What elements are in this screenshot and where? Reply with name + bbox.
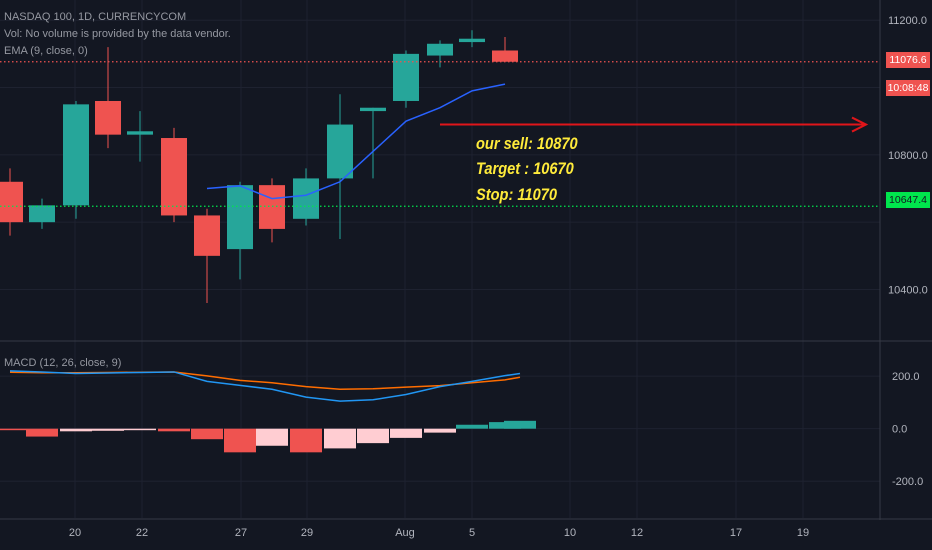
date-tick-label: 10 xyxy=(564,527,576,539)
candle xyxy=(63,100,89,219)
macd-histogram-bar xyxy=(357,428,389,444)
candle-body xyxy=(227,185,253,250)
candle-body xyxy=(293,178,319,219)
candle-body xyxy=(0,181,23,223)
macd-histogram-bar xyxy=(390,428,422,438)
macd-tick-label: -200.0 xyxy=(892,476,923,488)
candle xyxy=(393,50,419,108)
candle xyxy=(427,40,453,68)
candle xyxy=(259,178,285,243)
macd-histogram-bar xyxy=(290,428,322,453)
macd-histogram-bar xyxy=(504,420,536,429)
candle-body xyxy=(127,131,153,135)
date-tick-label: 29 xyxy=(301,527,313,539)
sell-arrow-head xyxy=(851,116,869,133)
date-tick-label: 19 xyxy=(797,527,809,539)
sell-annotation: our sell: 10870 xyxy=(476,134,578,153)
candle xyxy=(327,94,353,240)
candle xyxy=(293,168,319,226)
candle-body xyxy=(63,104,89,206)
candle-body xyxy=(95,100,121,135)
candle-body xyxy=(259,185,285,229)
target-annotation: Target : 10670 xyxy=(476,159,574,178)
price-tick-label: 11200.0 xyxy=(888,15,927,27)
macd-histogram-bar xyxy=(60,428,92,432)
macd-histogram-bar xyxy=(324,428,356,449)
macd-histogram-bar xyxy=(92,428,124,431)
candle-body xyxy=(327,124,353,179)
ema-polyline xyxy=(206,83,506,200)
macd-histogram-bar xyxy=(191,428,223,440)
candle-body xyxy=(492,50,518,62)
volume-note: Vol: No volume is provided by the data v… xyxy=(4,28,231,40)
candle xyxy=(459,30,485,48)
ema-line xyxy=(206,83,506,200)
candle-body xyxy=(427,43,453,56)
candle-body xyxy=(393,53,419,101)
candle xyxy=(492,37,518,62)
macd-legend[interactable]: MACD (12, 26, close, 9) xyxy=(4,357,122,369)
candle xyxy=(0,168,23,236)
candle-body xyxy=(194,215,220,256)
symbol-title[interactable]: NASDAQ 100, 1D, CURRENCYCOM xyxy=(4,11,187,23)
date-tick-label: Aug xyxy=(395,527,415,539)
date-tick-label: 20 xyxy=(69,527,81,539)
macd-histogram-bar xyxy=(0,428,26,431)
macd-histogram-bar xyxy=(424,428,456,433)
candle xyxy=(127,111,153,162)
candle xyxy=(29,198,55,229)
candle xyxy=(95,47,121,149)
date-tick-label: 5 xyxy=(469,527,475,539)
candle-body xyxy=(29,205,55,223)
macd-tick-label: 0.0 xyxy=(892,424,907,436)
macd-histogram-bar xyxy=(224,428,256,453)
candle-body xyxy=(161,138,187,216)
macd-pane xyxy=(0,370,536,453)
macd-histogram-bar xyxy=(26,428,58,437)
date-tick-label: 27 xyxy=(235,527,247,539)
date-tick-label: 12 xyxy=(631,527,643,539)
macd-histogram-bar xyxy=(124,428,156,431)
date-tick-label: 17 xyxy=(730,527,742,539)
ema-legend[interactable]: EMA (9, close, 0) xyxy=(4,45,88,57)
green-level-tag: 10647.4 xyxy=(886,192,930,208)
candles xyxy=(0,30,518,303)
price-tick-label: 10400.0 xyxy=(888,285,928,297)
candle xyxy=(194,208,220,303)
macd-histogram-bar xyxy=(256,428,288,446)
stop-annotation: Stop: 11070 xyxy=(476,185,557,204)
date-tick-label: 22 xyxy=(136,527,148,539)
macd-histogram-bar xyxy=(158,428,190,432)
price-tick-label: 10800.0 xyxy=(888,150,928,162)
macd-histogram-bar xyxy=(456,424,488,429)
macd-line xyxy=(9,370,521,402)
candle-body xyxy=(360,107,386,112)
candle xyxy=(161,127,187,223)
candle xyxy=(227,181,253,280)
last-price-tag: 11076.6 xyxy=(886,52,930,68)
price-levels xyxy=(0,61,880,207)
macd-tick-label: 200.0 xyxy=(892,371,920,383)
candle xyxy=(360,107,386,179)
countdown-tag: 10:08:48 xyxy=(886,80,930,96)
grid xyxy=(0,0,880,518)
candle-body xyxy=(459,38,485,43)
